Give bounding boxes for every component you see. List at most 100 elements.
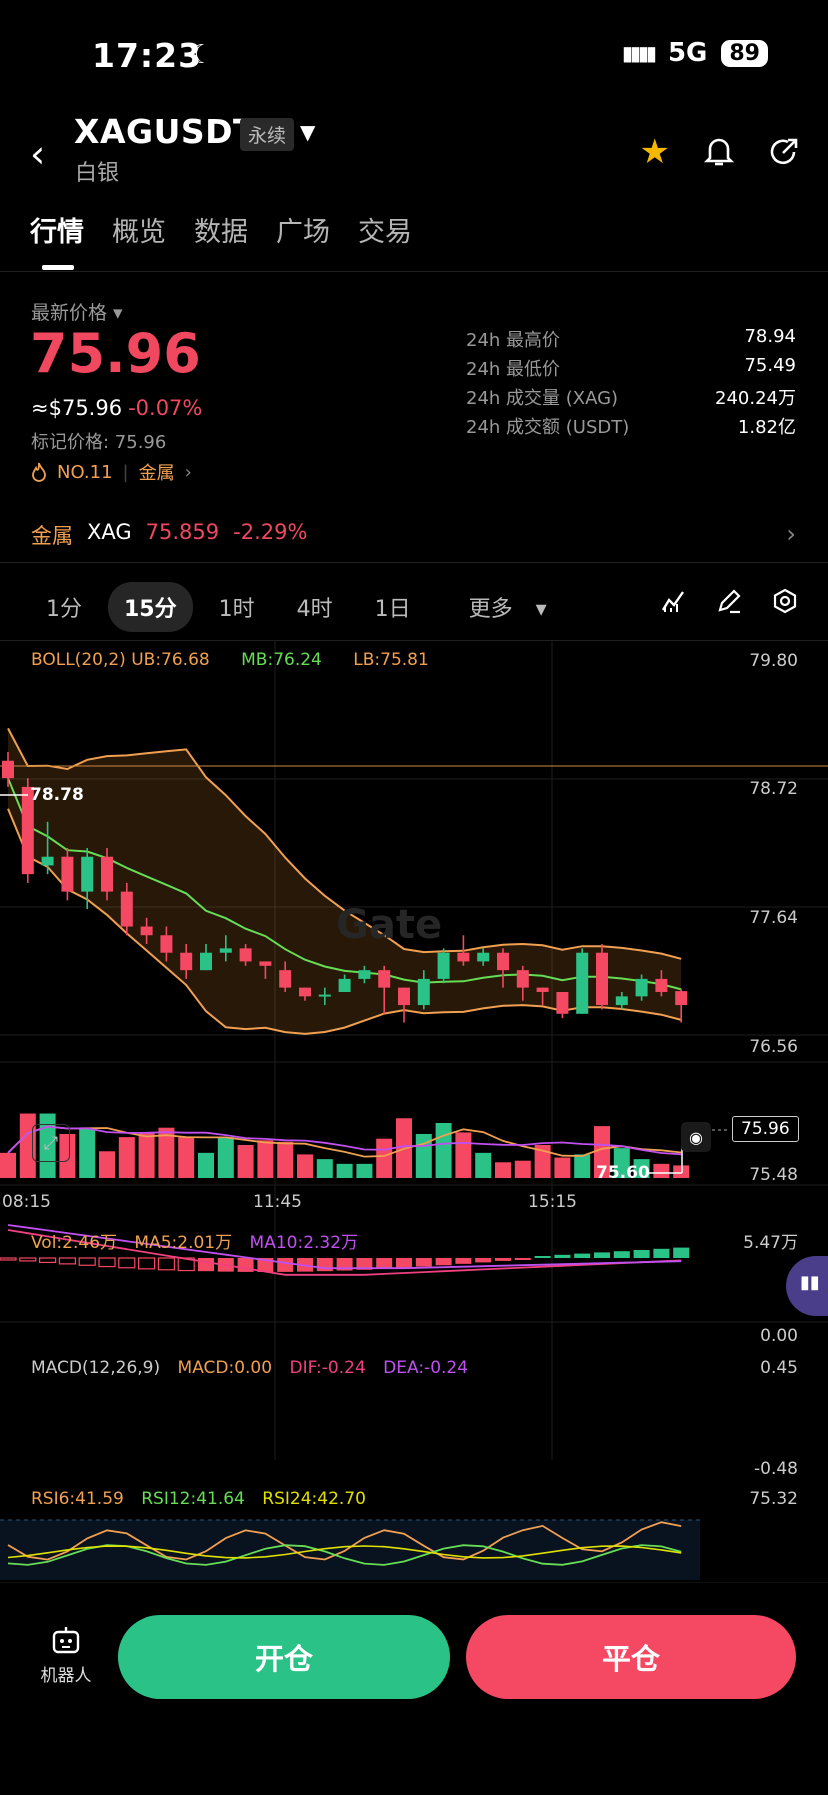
candle-body [516, 970, 529, 988]
tab-square[interactable]: 广场 [276, 217, 330, 248]
candle-body [239, 948, 252, 962]
chart-grid [0, 640, 828, 1460]
robot-label: 机器人 [40, 1666, 92, 1686]
macd-bar [514, 1258, 531, 1260]
candle-body [398, 987, 410, 1006]
tab-market[interactable]: 行情 [30, 217, 84, 248]
interval-1d[interactable]: 1日 [374, 597, 411, 622]
candle-body [61, 856, 74, 892]
macd-bar [376, 1258, 393, 1269]
time-axis-label: 08:15 [2, 1192, 51, 1212]
candle-body [457, 952, 470, 962]
macd-min-label: -0.48 [754, 1459, 798, 1479]
time-axis-label: 15:15 [528, 1192, 577, 1212]
price-chart[interactable] [0, 640, 828, 1580]
chevron-right-icon[interactable]: › [786, 520, 796, 548]
settings-icon[interactable] [772, 588, 798, 614]
boll-lower-line [7, 808, 682, 1035]
rank-number: NO.11 [57, 461, 113, 483]
price-axis-tick: 75.48 [749, 1165, 798, 1185]
macd-bar [396, 1258, 412, 1268]
boll-band-fill [8, 728, 682, 1034]
share-icon[interactable] [768, 136, 800, 168]
stat-row: 24h 成交量 (XAG) 240.24万 [466, 388, 796, 409]
candle-body [41, 856, 54, 866]
candle-body [576, 952, 589, 1014]
candle-body [497, 952, 509, 971]
favorite-star-icon[interactable]: ★ [639, 132, 670, 172]
macd-bar [118, 1257, 136, 1269]
eye-icon[interactable]: ◉ [681, 1122, 711, 1152]
current-price-tag: 75.96 [732, 1116, 799, 1142]
tab-trade[interactable]: 交易 [358, 217, 412, 248]
divider [0, 640, 828, 641]
candle-body [219, 948, 232, 953]
back-icon[interactable]: ‹ [30, 132, 46, 176]
bell-icon[interactable] [704, 136, 734, 168]
symbol-dropdown-icon[interactable]: ▼ [300, 120, 316, 144]
volume-bar [237, 1144, 254, 1178]
tab-overview[interactable]: 概览 [112, 217, 166, 248]
volume-bar [0, 1152, 16, 1178]
candle-body [655, 978, 668, 992]
macd-dea-line [7, 1224, 682, 1270]
stat-row: 24h 最低价 75.49 [466, 355, 796, 380]
metal-index-row[interactable]: 金属 XAG 75.859 -2.29% [31, 520, 307, 550]
macd-bar [157, 1257, 175, 1271]
robot-icon [52, 1627, 80, 1654]
interval-selector: 1分 15分 1时 4时 1日 更多 ▾ [30, 582, 563, 632]
candle-body [299, 987, 311, 997]
volume-bar [613, 1148, 630, 1178]
macd-max-label: 0.45 [760, 1358, 798, 1378]
side-menu-tab[interactable]: ▮▮ [786, 1256, 828, 1316]
watermark-logo: Gate [336, 902, 443, 948]
candle-body [358, 970, 371, 979]
chevron-right-icon: › [184, 461, 192, 483]
macd-bar [653, 1248, 670, 1258]
interval-1m[interactable]: 1分 [46, 597, 82, 622]
volume-bar [257, 1140, 274, 1178]
metal-symbol: XAG [87, 520, 132, 544]
volume-bar [99, 1151, 115, 1178]
volume-bar [79, 1127, 96, 1178]
open-position-button[interactable]: 开仓 [118, 1615, 450, 1699]
volume-bar [554, 1157, 571, 1178]
boll-mid-line [7, 777, 682, 991]
vol-ma5-line [7, 1125, 682, 1158]
close-position-button[interactable]: 平仓 [466, 1615, 796, 1699]
last-price-label[interactable]: 最新价格 ▾ [31, 302, 123, 324]
divider [0, 271, 828, 272]
price-axis-tick: 77.64 [749, 908, 798, 928]
volume-bar [653, 1163, 670, 1178]
macd-bar [198, 1258, 214, 1272]
fullscreen-icon[interactable]: ⤢ [32, 1124, 70, 1162]
divider [0, 1582, 828, 1583]
symbol-title[interactable]: XAGUSDT [74, 112, 257, 151]
indicator-icon[interactable] [660, 588, 686, 614]
draw-pencil-icon[interactable] [716, 588, 742, 614]
divider [0, 562, 828, 563]
flame-icon [32, 462, 46, 482]
candle-body [635, 978, 648, 997]
volume-bar [495, 1162, 511, 1178]
robot-button[interactable]: 机器人 [34, 1624, 98, 1686]
macd-bar [554, 1254, 571, 1258]
volume-bar [138, 1132, 155, 1178]
macd-bar [58, 1257, 77, 1265]
interval-15m[interactable]: 15分 [108, 582, 193, 632]
volume-bar [316, 1159, 333, 1178]
high-marker-label: 78.78 [30, 785, 84, 805]
rsi-legend: RSI6:41.59 RSI12:41.64 RSI24:42.70 [31, 1489, 366, 1509]
candle-body [120, 891, 133, 927]
candle-body [378, 970, 391, 988]
interval-4h[interactable]: 4时 [296, 597, 333, 622]
signal-icon: ▮▮▮▮ [621, 41, 657, 65]
candle-body [318, 994, 331, 997]
tab-data[interactable]: 数据 [194, 217, 248, 248]
macd-bar [277, 1258, 294, 1272]
interval-more[interactable]: 更多 ▾ [468, 597, 547, 622]
interval-1h[interactable]: 1时 [218, 597, 255, 622]
price-change: -0.07% [128, 396, 203, 420]
last-price: 75.96 [30, 322, 201, 385]
rank-row[interactable]: NO.11 | 金属 › [31, 459, 192, 485]
